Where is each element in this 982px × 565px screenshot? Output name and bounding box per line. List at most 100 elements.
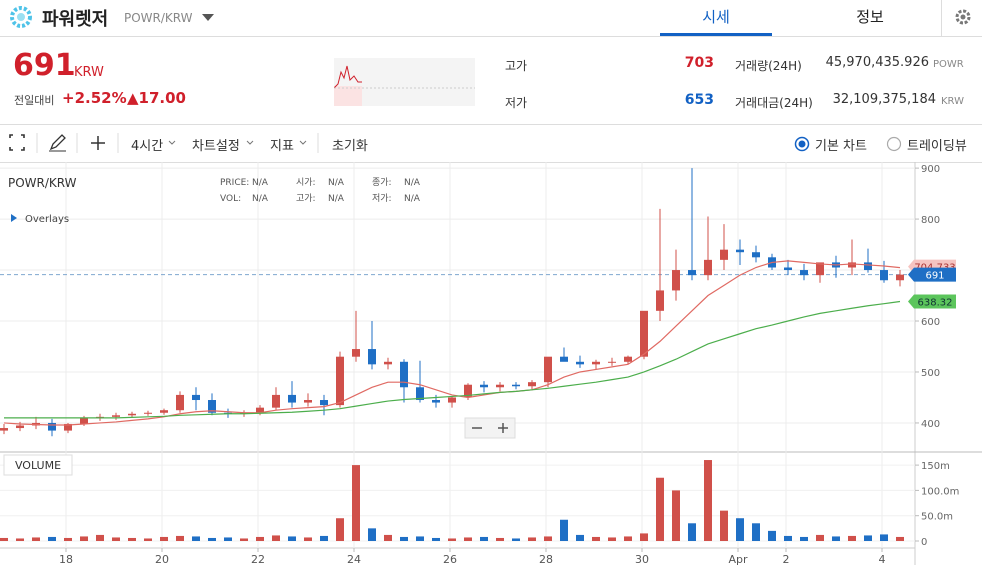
candle-body [464, 384, 472, 398]
volume-bar [256, 536, 264, 541]
candle-body [528, 382, 536, 387]
tab[interactable]: 시세 [660, 6, 772, 36]
info-label: 고가: [296, 193, 316, 204]
candle-body [640, 310, 648, 357]
high: 703 [684, 55, 714, 71]
volume: 45,970,435.926 [825, 55, 929, 70]
x-tick-label: 4 [879, 553, 886, 565]
volume-bar [864, 535, 872, 541]
candle-body [896, 274, 904, 281]
volume-unit: POWR [933, 59, 964, 70]
candle-body [864, 262, 872, 271]
candle-body [336, 356, 344, 406]
volume-tick-label: 150m [921, 461, 950, 472]
change-pct: +2.52% [62, 89, 127, 107]
indicators[interactable]: 지표 [270, 139, 294, 154]
info-label: 종가: [372, 177, 392, 188]
volume-bar [176, 535, 184, 541]
volume-bar [752, 523, 760, 541]
volume-bar [656, 477, 664, 541]
volume-bar [288, 536, 296, 541]
radio-off[interactable] [886, 136, 902, 152]
candle-body [496, 384, 504, 388]
volume-tick-label: 0 [921, 537, 927, 548]
volume-bar [144, 538, 152, 541]
candle-body [448, 397, 456, 403]
volume-bar [64, 537, 72, 541]
x-tick-label: 30 [635, 553, 649, 565]
dropdown[interactable] [200, 12, 216, 22]
candle-body [784, 267, 792, 271]
info-value: N/A [328, 178, 345, 188]
candle-body [384, 361, 392, 365]
candle-body [176, 394, 184, 411]
candle-body [720, 249, 728, 260]
info-value: N/A [404, 194, 421, 204]
volume-bar [416, 536, 424, 541]
candle-body [432, 400, 440, 403]
info-label: PRICE: [220, 178, 249, 188]
info-value: N/A [328, 194, 345, 204]
tradingview[interactable]: 트레이딩뷰 [907, 139, 967, 154]
volume-bar [208, 537, 216, 541]
volume-bar [480, 536, 488, 541]
toolbar [0, 124, 982, 163]
volume-bar [272, 535, 280, 541]
candle-body [208, 400, 216, 413]
candle-body [592, 361, 600, 365]
volume-bar [848, 535, 856, 541]
settings-icon[interactable] [953, 7, 973, 27]
candle-body [848, 262, 856, 268]
volume-bar [304, 537, 312, 541]
value: 32,109,375,184 [832, 92, 936, 107]
candle-body [512, 384, 520, 387]
candle-body [272, 394, 280, 408]
volume-bar [768, 530, 776, 541]
volume-bar [112, 537, 120, 541]
tab[interactable]: 정보 [856, 8, 884, 26]
value-label: 거래대금(24H) [735, 96, 813, 110]
volume-bar [832, 536, 840, 541]
overlays: Overlays [25, 214, 69, 225]
volume-bar [896, 536, 904, 541]
candle-body [16, 425, 24, 429]
candle-body [752, 252, 760, 258]
info-value: N/A [404, 178, 421, 188]
sparkline [334, 58, 475, 106]
volume-bar [496, 537, 504, 541]
x-tick-label: 20 [155, 553, 169, 565]
low: 653 [684, 92, 714, 108]
radio-on[interactable] [794, 136, 810, 152]
candle-body [704, 259, 712, 276]
volume-bar [624, 536, 632, 541]
x-tick-label: 28 [539, 553, 553, 565]
chart-settings[interactable]: 차트설정 [192, 139, 240, 154]
candle-body [736, 249, 744, 253]
x-tick-label: 2 [783, 553, 790, 565]
change-abs: ▲17.00 [127, 89, 186, 107]
y-tick-label: 600 [921, 317, 940, 328]
y-tick-label: 500 [921, 368, 940, 379]
change-label: 전일대비 [14, 94, 55, 107]
volume-bar [720, 510, 728, 541]
volume-bar [0, 537, 8, 541]
chart: 40050060070080090018202224262830Apr24050… [0, 162, 982, 565]
candle-body [112, 415, 120, 417]
volume-bar [448, 538, 456, 541]
candle-body [160, 410, 168, 413]
low-label: 저가 [505, 96, 528, 110]
volume-bar [48, 536, 56, 541]
candle-body [48, 422, 56, 431]
candle-body [656, 290, 664, 311]
coin-name: 파워렛저 [42, 9, 109, 30]
candle-body [416, 387, 424, 401]
interval[interactable]: 4시간 [131, 139, 164, 154]
volume-bar [560, 519, 568, 541]
candle-body [192, 394, 200, 401]
volume-bar [640, 533, 648, 541]
candle-body [400, 361, 408, 388]
candle-body [544, 356, 552, 383]
reset[interactable]: 초기화 [332, 139, 368, 154]
basic-chart[interactable]: 기본 차트 [815, 139, 867, 154]
